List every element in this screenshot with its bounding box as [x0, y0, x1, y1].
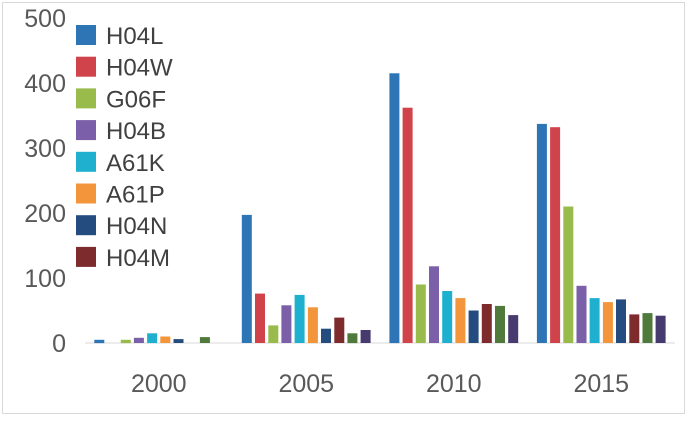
bar-a61p-2015 [602, 302, 613, 343]
bar-a61k-2010 [442, 291, 453, 343]
bar-g06f-2010 [415, 284, 426, 343]
bar-a61k-2015 [589, 298, 600, 343]
bar-series-10-2010 [508, 315, 519, 343]
bar-h04l-2010 [389, 73, 400, 344]
bar-h04b-2005 [281, 305, 292, 343]
y-tick-label: 0 [52, 330, 66, 358]
legend-label-h04m: H04M [106, 245, 170, 272]
bar-h04w-2005 [255, 293, 265, 343]
bar-g06f-2015 [563, 206, 574, 343]
bar-g06f-2005 [268, 325, 279, 343]
legend-swatch-a61k [76, 151, 96, 172]
legend-label-h04b: H04B [106, 118, 166, 145]
legend-label-h04n: H04N [106, 213, 167, 240]
y-tick-label: 400 [24, 70, 66, 98]
bar-a61p-2005 [307, 307, 318, 344]
bar-h04n-2010 [468, 310, 479, 343]
legend-swatch-h04m [76, 246, 96, 267]
bar-series-9-2000 [199, 337, 210, 343]
bar-series-10-2015 [655, 315, 666, 343]
y-axis-ticks: 0 100 200 300 400 500 [24, 5, 66, 358]
bar-h04l-2005 [241, 214, 252, 343]
bar-h04n-2005 [321, 328, 331, 343]
x-tick-label: 2010 [426, 370, 482, 398]
bar-h04l-2015 [536, 123, 547, 344]
bar-a61k-2000 [147, 333, 158, 344]
legend-swatch-h04n [76, 215, 96, 236]
legend-label-g06f: G06F [106, 86, 166, 113]
bars [94, 73, 666, 344]
y-tick-label: 200 [24, 200, 66, 228]
bar-a61k-2005 [294, 294, 305, 343]
legend-swatch-h04w [76, 56, 96, 77]
bar-h04w-2010 [402, 107, 413, 343]
x-tick-label: 2005 [278, 370, 334, 398]
legend-label-a61p: A61P [106, 182, 165, 209]
bar-h04n-2000 [173, 339, 184, 343]
bar-h04b-2010 [429, 266, 439, 343]
legend-label-h04w: H04W [106, 55, 173, 82]
bar-h04m-2015 [629, 314, 640, 343]
y-tick-label: 100 [24, 265, 66, 293]
legend-swatch-h04l [76, 25, 96, 45]
x-axis-ticks: 2000 2005 2010 2015 [131, 370, 629, 398]
legend-label-a61k: A61K [106, 150, 165, 177]
legend-swatch-h04b [76, 120, 96, 141]
bar-series-10-2005 [360, 330, 371, 343]
bar-series-9-2015 [642, 313, 653, 343]
bar-h04w-2015 [550, 127, 561, 343]
y-tick-label: 500 [24, 5, 66, 33]
legend-swatch-a61p [76, 183, 96, 204]
legend-label-h04l: H04L [106, 23, 163, 50]
legend: H04L H04W G06F H04B A61K A61P H04N H04M [76, 23, 173, 272]
bar-h04m-2010 [481, 304, 492, 343]
bar-g06f-2000 [120, 339, 131, 344]
x-tick-label: 2000 [131, 370, 187, 398]
bar-a61p-2000 [160, 336, 171, 343]
legend-swatch-g06f [76, 88, 96, 109]
bar-h04n-2015 [616, 299, 626, 343]
bar-a61p-2010 [455, 298, 466, 343]
bar-h04m-2005 [334, 317, 345, 343]
bar-series-9-2005 [347, 333, 358, 344]
bar-h04b-2000 [133, 337, 144, 343]
x-tick-label: 2015 [573, 370, 629, 398]
bar-h04l-2000 [94, 339, 105, 344]
y-tick-label: 300 [24, 135, 66, 163]
bar-series-9-2010 [495, 305, 505, 343]
bar-h04b-2015 [576, 285, 587, 343]
